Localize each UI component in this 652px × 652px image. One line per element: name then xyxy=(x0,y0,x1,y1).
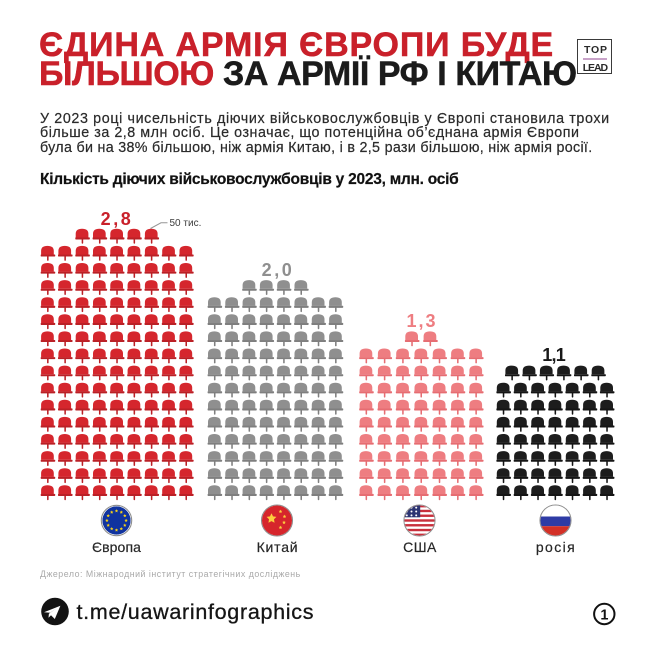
svg-text:1: 1 xyxy=(600,607,608,623)
